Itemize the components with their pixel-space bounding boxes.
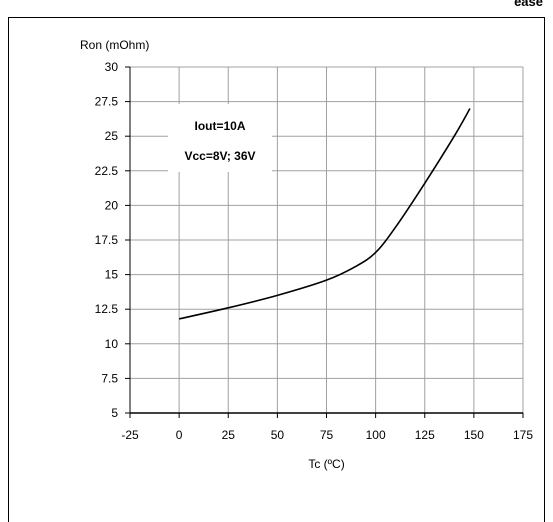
y-tick-label: 17.5 <box>95 233 119 247</box>
header-fragment: ease <box>514 0 543 9</box>
x-tick-label: 50 <box>271 428 285 442</box>
x-tick-label: 150 <box>464 428 484 442</box>
y-tick-label: 15 <box>105 268 119 282</box>
x-tick-label: 0 <box>176 428 183 442</box>
y-tick-label: 5 <box>111 406 118 420</box>
y-tick-label: 27.5 <box>95 95 119 109</box>
x-tick-label: 75 <box>320 428 334 442</box>
y-tick-label: 12.5 <box>95 302 119 316</box>
annotation-box: Iout=10A Vcc=8V; 36V <box>168 104 272 172</box>
x-tick-label: -25 <box>121 428 139 442</box>
y-tick-label: 20 <box>105 198 119 212</box>
y-axis-label: Ron (mOhm) <box>80 38 149 52</box>
x-axis-label: Tc (ºC) <box>308 457 344 471</box>
x-tick-label: 175 <box>513 428 533 442</box>
y-tick-label: 30 <box>105 60 119 74</box>
x-tick-labels: -25 0 25 50 75 100 125 150 175 <box>121 428 533 442</box>
y-tick-label: 22.5 <box>95 164 119 178</box>
series-group <box>178 108 471 320</box>
annotation-current: Iout=10A <box>194 119 245 133</box>
y-tick-label: 10 <box>105 337 119 351</box>
figure-frame <box>8 17 545 522</box>
y-tick-labels: 5 7.5 10 12.5 15 17.5 20 22.5 25 27.5 30 <box>95 60 119 420</box>
y-tick-label: 25 <box>105 129 119 143</box>
x-tick-label: 25 <box>222 428 236 442</box>
y-tick-label: 7.5 <box>101 371 118 385</box>
annotation-background <box>168 104 272 172</box>
axes <box>125 66 524 418</box>
series-line <box>178 108 471 320</box>
annotation-voltage: Vcc=8V; 36V <box>184 149 255 163</box>
x-tick-label: 125 <box>415 428 435 442</box>
x-tick-label: 100 <box>366 428 386 442</box>
